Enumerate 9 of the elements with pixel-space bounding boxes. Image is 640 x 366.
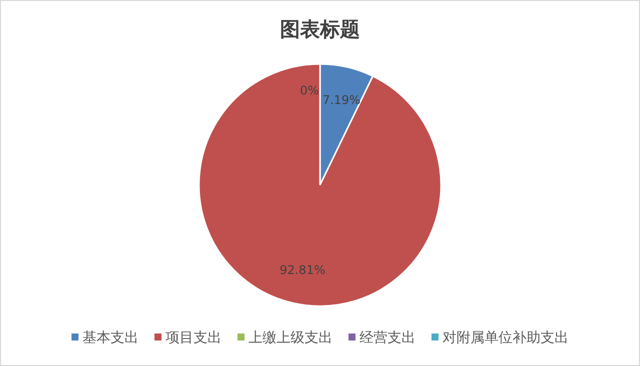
chart-title: 图表标题: [280, 17, 360, 41]
data-label: 92.81%: [280, 262, 326, 277]
legend-label: 经营支出: [360, 330, 416, 346]
legend-label: 上缴上级支出: [248, 330, 332, 346]
legend-label: 基本支出: [82, 330, 138, 346]
legend-label: 对附属单位补助支出: [442, 330, 568, 346]
legend-label: 项目支出: [166, 330, 222, 346]
text: 0%: [300, 84, 319, 98]
data-label: 7.19%: [322, 93, 361, 108]
